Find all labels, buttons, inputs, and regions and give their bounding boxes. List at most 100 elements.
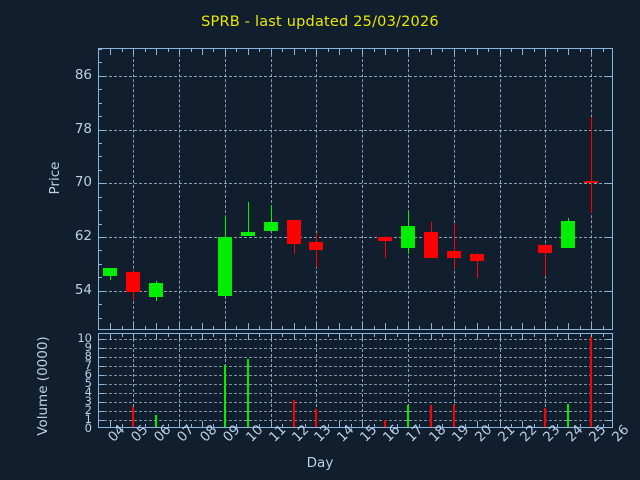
day-minor-tick xyxy=(121,326,123,329)
day-minor-tick xyxy=(213,326,215,329)
price-minor-tick xyxy=(99,169,102,171)
volume-axis-label: Volume (0000) xyxy=(35,336,51,436)
day-minor-tick xyxy=(350,424,352,427)
day-minor-tick xyxy=(327,334,329,337)
candle-body xyxy=(149,282,164,297)
price-minor-tick xyxy=(99,62,102,64)
day-tick xyxy=(476,334,478,340)
day-minor-tick xyxy=(396,326,398,329)
price-plot-area xyxy=(99,49,612,329)
day-minor-tick xyxy=(373,334,375,337)
day-tick xyxy=(385,323,387,329)
day-tick xyxy=(247,49,249,55)
price-tick xyxy=(606,183,612,185)
day-tick xyxy=(224,334,226,340)
day-minor-tick xyxy=(144,326,146,329)
volume-tick-label: 4 xyxy=(84,384,92,399)
day-tick xyxy=(430,334,432,340)
volume-tick xyxy=(607,392,612,394)
volume-tick xyxy=(99,356,104,358)
price-plot-panel xyxy=(98,48,613,330)
day-minor-tick xyxy=(396,334,398,337)
price-tick xyxy=(99,237,105,238)
day-minor-tick xyxy=(419,49,421,52)
day-minor-tick xyxy=(259,49,261,52)
day-minor-tick xyxy=(350,326,352,329)
candle-body xyxy=(286,219,301,245)
day-gridline xyxy=(270,49,272,329)
day-minor-tick xyxy=(579,49,581,52)
day-minor-tick xyxy=(213,334,215,337)
price-minor-tick xyxy=(99,89,102,91)
day-minor-tick xyxy=(511,334,512,337)
day-tick xyxy=(156,334,158,340)
price-tick xyxy=(99,75,105,77)
volume-tick xyxy=(607,383,612,385)
day-minor-tick xyxy=(442,334,444,337)
volume-tick xyxy=(607,347,612,349)
day-tick xyxy=(499,421,501,427)
day-gridline xyxy=(179,334,181,427)
candle-wick xyxy=(591,116,593,213)
price-tick xyxy=(99,183,105,185)
day-minor-tick xyxy=(236,334,238,337)
day-minor-tick xyxy=(305,424,306,427)
candle-body xyxy=(538,245,553,254)
day-minor-tick xyxy=(259,326,261,329)
day-minor-tick xyxy=(465,334,467,337)
volume-tick xyxy=(607,356,612,358)
day-tick xyxy=(568,334,570,340)
day-tick xyxy=(408,323,409,329)
volume-tick-label: 6 xyxy=(84,366,92,381)
day-minor-tick xyxy=(121,49,123,52)
chart-title: SPRB - last updated 25/03/2026 xyxy=(201,14,439,30)
day-gridline xyxy=(408,334,409,427)
day-tick xyxy=(522,49,524,55)
candle-body xyxy=(309,242,324,251)
candle-body xyxy=(584,181,599,184)
day-tick xyxy=(339,421,341,427)
volume-gridline xyxy=(99,338,612,340)
day-minor-tick xyxy=(396,49,398,52)
day-tick xyxy=(591,323,593,329)
day-tick xyxy=(545,49,547,55)
volume-tick-label: 8 xyxy=(84,348,92,363)
day-minor-tick xyxy=(259,424,261,427)
price-tick-label: 62 xyxy=(74,228,92,244)
volume-bar xyxy=(246,359,249,427)
volume-bar xyxy=(223,364,226,427)
day-minor-tick xyxy=(488,424,490,427)
day-minor-tick xyxy=(465,49,467,52)
volume-gridline xyxy=(99,392,612,394)
day-minor-tick xyxy=(533,424,535,427)
day-gridline xyxy=(499,334,501,427)
day-minor-tick xyxy=(419,424,421,427)
day-minor-tick xyxy=(511,424,512,427)
price-minor-tick xyxy=(99,75,102,77)
day-minor-tick xyxy=(144,334,146,337)
price-tick xyxy=(606,237,612,238)
day-minor-tick xyxy=(144,49,146,52)
day-tick xyxy=(247,323,249,329)
price-minor-tick xyxy=(99,102,102,104)
volume-bar xyxy=(384,419,387,427)
day-tick xyxy=(224,49,226,55)
day-gridline xyxy=(316,334,318,427)
day-minor-tick xyxy=(190,424,192,427)
day-tick xyxy=(270,421,272,427)
day-tick xyxy=(202,334,203,340)
day-gridline xyxy=(362,49,364,329)
volume-tick xyxy=(607,365,612,367)
price-minor-tick xyxy=(99,317,102,319)
day-tick xyxy=(568,323,570,329)
day-minor-tick xyxy=(533,334,535,337)
volume-tick xyxy=(99,347,104,349)
day-tick xyxy=(453,334,455,340)
volume-tick xyxy=(99,392,104,394)
volume-tick xyxy=(99,383,104,385)
candle-wick xyxy=(453,224,455,268)
day-gridline xyxy=(408,49,409,329)
day-tick xyxy=(156,49,158,55)
price-minor-tick xyxy=(99,277,102,279)
day-minor-tick xyxy=(419,326,421,329)
